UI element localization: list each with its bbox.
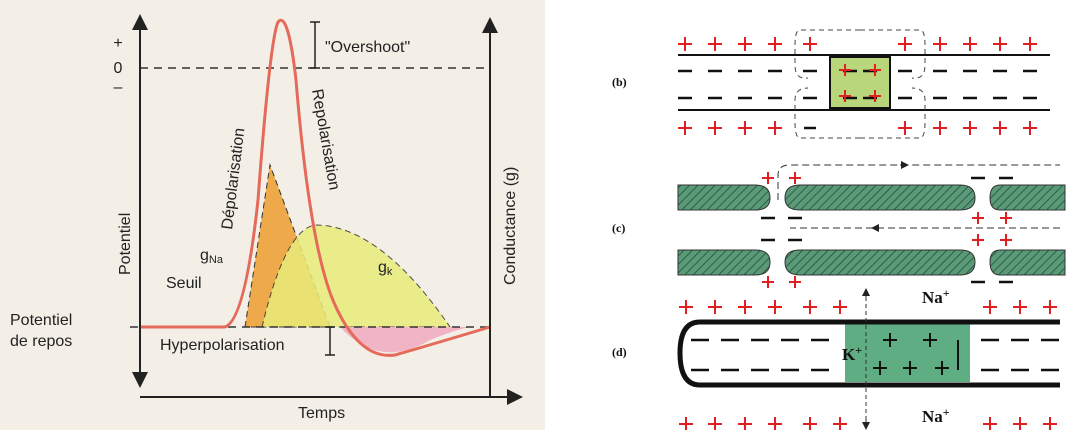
axis-mark: – xyxy=(114,79,123,96)
plus-sign xyxy=(768,121,782,135)
active-zone xyxy=(830,57,890,108)
plus-sign xyxy=(768,300,782,314)
plus-sign xyxy=(963,37,977,51)
myelin xyxy=(678,185,1065,210)
plus-sign xyxy=(803,300,817,314)
hyperpolarisation-label: Hyperpolarisation xyxy=(160,337,285,354)
plus-sign xyxy=(983,300,997,314)
y-axis-label: Potentiel xyxy=(117,213,134,275)
action-potential-panel: + 0 – "Overshoot" Dépolarisation Repolar… xyxy=(0,0,545,430)
plus-sign xyxy=(993,37,1007,51)
plus-sign xyxy=(933,121,947,135)
plus-sign xyxy=(1013,417,1027,430)
resting-label: de repos xyxy=(10,333,72,350)
plus-sign xyxy=(768,417,782,430)
x-axis-label: Temps xyxy=(298,405,345,422)
active-zone xyxy=(845,324,970,382)
plus-sign xyxy=(1023,37,1037,51)
plus-sign xyxy=(678,121,692,135)
plus-sign xyxy=(833,300,847,314)
axis-mark: 0 xyxy=(114,60,123,77)
plus-sign xyxy=(762,276,774,288)
plus-sign xyxy=(762,172,774,184)
plus-sign xyxy=(1023,121,1037,135)
panel-label: (d) xyxy=(612,345,627,359)
axis-mark: + xyxy=(113,35,122,52)
plus-sign xyxy=(708,417,722,430)
plus-sign xyxy=(768,37,782,51)
plus-sign xyxy=(972,212,984,224)
plus-sign xyxy=(1000,234,1012,246)
plus-sign xyxy=(1000,212,1012,224)
plus-sign xyxy=(708,37,722,51)
y2-axis-label: Conductance (g) xyxy=(502,167,519,285)
plus-sign xyxy=(738,121,752,135)
plus-sign xyxy=(708,121,722,135)
plus-sign xyxy=(679,300,693,314)
plus-sign xyxy=(898,121,912,135)
plus-sign xyxy=(789,172,801,184)
myelin xyxy=(678,250,1065,275)
ion-label: Na+ xyxy=(922,286,950,307)
plus-sign xyxy=(993,121,1007,135)
plus-sign xyxy=(898,37,912,51)
plus-sign xyxy=(1013,300,1027,314)
overshoot-label: "Overshoot" xyxy=(325,39,410,56)
plus-sign xyxy=(789,276,801,288)
plus-sign xyxy=(738,417,752,430)
panel-label: (c) xyxy=(612,221,625,235)
figure: + 0 – "Overshoot" Dépolarisation Repolar… xyxy=(0,0,1072,430)
plus-sign xyxy=(738,300,752,314)
plus-sign xyxy=(963,121,977,135)
plus-sign xyxy=(738,37,752,51)
resting-label: Potentiel xyxy=(10,312,72,329)
plus-sign xyxy=(1043,417,1057,430)
plus-sign xyxy=(833,417,847,430)
plus-sign xyxy=(972,234,984,246)
plus-sign xyxy=(933,37,947,51)
ion-label: Na+ xyxy=(922,405,950,426)
panel-label: (b) xyxy=(612,75,627,89)
plus-sign xyxy=(803,417,817,430)
plus-sign xyxy=(678,37,692,51)
page: + 0 – "Overshoot" Dépolarisation Repolar… xyxy=(0,0,1072,430)
plus-sign xyxy=(1043,300,1057,314)
plus-sign xyxy=(708,300,722,314)
threshold-label: Seuil xyxy=(166,275,202,292)
plus-sign xyxy=(679,417,693,430)
conduction-panel: (b) (c) (d) Na+ Na+ K+ xyxy=(612,30,1065,430)
plus-sign xyxy=(983,417,997,430)
plus-sign xyxy=(803,37,817,51)
